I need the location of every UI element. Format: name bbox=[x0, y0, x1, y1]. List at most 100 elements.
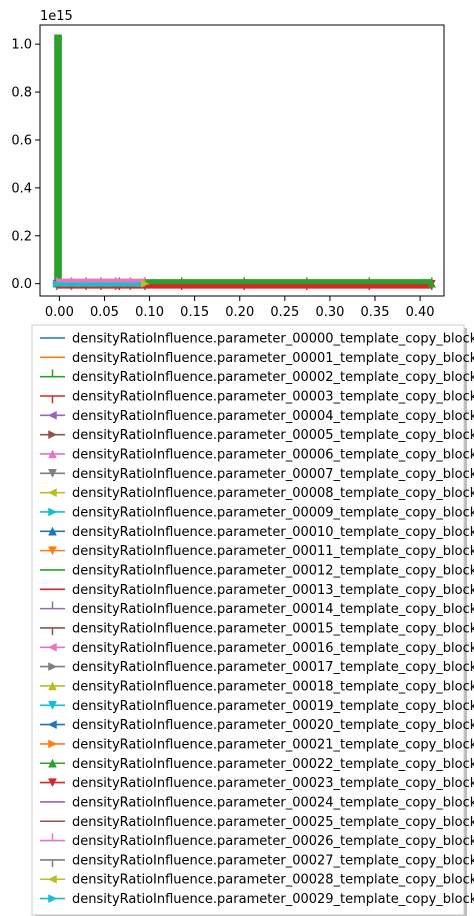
legend-marker bbox=[48, 526, 57, 536]
legend-item: densityRatioInfluence.parameter_00003_te… bbox=[40, 389, 474, 404]
x-tick-label: 0.00 bbox=[45, 305, 74, 320]
legend-label: densityRatioInfluence.parameter_00005_te… bbox=[72, 428, 474, 443]
y-tick-label: 1.0 bbox=[11, 38, 32, 53]
legend-marker bbox=[47, 874, 57, 884]
legend-item: densityRatioInfluence.parameter_00020_te… bbox=[40, 718, 474, 733]
legend-label: densityRatioInfluence.parameter_00019_te… bbox=[72, 699, 474, 714]
x-tick-label: 0.10 bbox=[135, 305, 164, 320]
legend-label: densityRatioInfluence.parameter_00008_te… bbox=[72, 486, 474, 501]
legend-label: densityRatioInfluence.parameter_00009_te… bbox=[72, 505, 474, 520]
legend-label: densityRatioInfluence.parameter_00003_te… bbox=[72, 389, 474, 404]
legend-item: densityRatioInfluence.parameter_00028_te… bbox=[40, 873, 474, 888]
y-offset-label: 1e15 bbox=[40, 9, 73, 24]
series-group bbox=[52, 34, 436, 290]
legend-marker bbox=[47, 410, 57, 420]
legend-label: densityRatioInfluence.parameter_00001_te… bbox=[72, 351, 474, 366]
x-tick-label: 0.40 bbox=[406, 305, 435, 320]
x-tick-label: 0.30 bbox=[315, 305, 344, 320]
legend-marker bbox=[48, 546, 57, 556]
series-line bbox=[54, 34, 432, 287]
legend-label: densityRatioInfluence.parameter_00022_te… bbox=[72, 757, 474, 772]
plot-area bbox=[52, 34, 436, 290]
axes-frame bbox=[39, 24, 445, 297]
legend-item: densityRatioInfluence.parameter_00007_te… bbox=[40, 467, 474, 482]
legend-item: densityRatioInfluence.parameter_00008_te… bbox=[40, 486, 474, 501]
legend-label: densityRatioInfluence.parameter_00021_te… bbox=[72, 737, 474, 752]
legend-label: densityRatioInfluence.parameter_00028_te… bbox=[72, 873, 474, 888]
y-tick-label: 0.2 bbox=[11, 229, 32, 244]
legend-item: densityRatioInfluence.parameter_00000_te… bbox=[40, 332, 474, 347]
legend-marker bbox=[48, 507, 58, 517]
x-tick-label: 0.25 bbox=[270, 305, 299, 320]
legend-box bbox=[31, 324, 465, 916]
legend-item: densityRatioInfluence.parameter_00016_te… bbox=[40, 641, 474, 656]
legend-label: densityRatioInfluence.parameter_00012_te… bbox=[72, 563, 474, 578]
legend-label: densityRatioInfluence.parameter_00011_te… bbox=[72, 544, 474, 559]
legend-label: densityRatioInfluence.parameter_00000_te… bbox=[72, 332, 474, 347]
legend-item: densityRatioInfluence.parameter_00019_te… bbox=[40, 699, 474, 714]
legend-label: densityRatioInfluence.parameter_00018_te… bbox=[72, 679, 474, 694]
legend-item: densityRatioInfluence.parameter_00026_te… bbox=[40, 833, 474, 849]
legend-label: densityRatioInfluence.parameter_00023_te… bbox=[72, 776, 474, 791]
legend-marker bbox=[48, 469, 57, 478]
x-tick-label: 0.20 bbox=[225, 305, 254, 320]
legend-marker bbox=[48, 430, 58, 440]
legend: densityRatioInfluence.parameter_00000_te… bbox=[31, 324, 474, 916]
x-tick-label: 0.35 bbox=[361, 305, 390, 320]
y-tick-label: 0.0 bbox=[11, 277, 32, 292]
legend-label: densityRatioInfluence.parameter_00024_te… bbox=[72, 795, 474, 810]
legend-marker bbox=[47, 720, 57, 730]
legend-marker bbox=[48, 662, 58, 672]
legend-item: densityRatioInfluence.parameter_00017_te… bbox=[40, 660, 474, 675]
overlay-long-series bbox=[56, 278, 436, 289]
legend-item: densityRatioInfluence.parameter_00027_te… bbox=[40, 853, 474, 868]
legend-item: densityRatioInfluence.parameter_00006_te… bbox=[40, 447, 474, 462]
legend-item: densityRatioInfluence.parameter_00009_te… bbox=[40, 505, 474, 520]
legend-label: densityRatioInfluence.parameter_00002_te… bbox=[72, 370, 474, 385]
legend-item: densityRatioInfluence.parameter_00013_te… bbox=[40, 583, 474, 598]
legend-label: densityRatioInfluence.parameter_00007_te… bbox=[72, 467, 474, 482]
legend-label: densityRatioInfluence.parameter_00004_te… bbox=[72, 409, 474, 424]
legend-item: densityRatioInfluence.parameter_00021_te… bbox=[40, 737, 474, 752]
legend-item: densityRatioInfluence.parameter_00014_te… bbox=[40, 601, 474, 617]
legend-item: densityRatioInfluence.parameter_00022_te… bbox=[40, 757, 474, 772]
legend-label: densityRatioInfluence.parameter_00029_te… bbox=[72, 892, 474, 907]
legend-item: densityRatioInfluence.parameter_00029_te… bbox=[40, 892, 474, 907]
legend-marker bbox=[48, 758, 57, 768]
legend-marker bbox=[48, 894, 58, 903]
legend-item: densityRatioInfluence.parameter_00001_te… bbox=[40, 351, 474, 366]
legend-marker bbox=[48, 739, 58, 749]
y-tick-label: 0.6 bbox=[11, 133, 32, 148]
legend-label: densityRatioInfluence.parameter_00016_te… bbox=[72, 641, 474, 656]
legend-label: densityRatioInfluence.parameter_00014_te… bbox=[72, 602, 474, 617]
legend-item: densityRatioInfluence.parameter_00018_te… bbox=[40, 679, 474, 694]
legend-label: densityRatioInfluence.parameter_00006_te… bbox=[72, 447, 474, 462]
legend-marker bbox=[48, 701, 57, 710]
legend-item: densityRatioInfluence.parameter_00005_te… bbox=[40, 428, 474, 443]
legend-label: densityRatioInfluence.parameter_00017_te… bbox=[72, 660, 474, 675]
legend-item: densityRatioInfluence.parameter_00012_te… bbox=[40, 563, 474, 578]
legend-marker bbox=[48, 778, 57, 788]
legend-label: densityRatioInfluence.parameter_00027_te… bbox=[72, 853, 474, 868]
legend-item: densityRatioInfluence.parameter_00004_te… bbox=[40, 409, 474, 424]
legend-label: densityRatioInfluence.parameter_00015_te… bbox=[72, 621, 474, 636]
legend-item: densityRatioInfluence.parameter_00011_te… bbox=[40, 544, 474, 559]
legend-marker bbox=[48, 681, 57, 691]
axes: 0.00 0.05 0.10 0.15 0.20 0.25 0.30 0.35 0.40 0.0 0… bbox=[11, 24, 445, 320]
legend-item: densityRatioInfluence.parameter_00023_te… bbox=[40, 776, 474, 791]
legend-item: densityRatioInfluence.parameter_00025_te… bbox=[40, 815, 474, 830]
legend-marker bbox=[47, 488, 57, 498]
legend-marker bbox=[47, 642, 57, 652]
legend-item: densityRatioInfluence.parameter_00010_te… bbox=[40, 525, 474, 540]
legend-marker bbox=[48, 449, 57, 459]
legend-item: densityRatioInfluence.parameter_00024_te… bbox=[40, 795, 474, 810]
series-00022-marker bbox=[427, 279, 436, 288]
legend-label: densityRatioInfluence.parameter_00025_te… bbox=[72, 815, 474, 830]
legend-label: densityRatioInfluence.parameter_00013_te… bbox=[72, 583, 474, 598]
series-marker bbox=[52, 279, 61, 288]
legend-label: densityRatioInfluence.parameter_00020_te… bbox=[72, 718, 474, 733]
x-tick-label: 0.15 bbox=[180, 305, 209, 320]
legend-label: densityRatioInfluence.parameter_00010_te… bbox=[72, 525, 474, 540]
legend-label: densityRatioInfluence.parameter_00026_te… bbox=[72, 834, 474, 849]
